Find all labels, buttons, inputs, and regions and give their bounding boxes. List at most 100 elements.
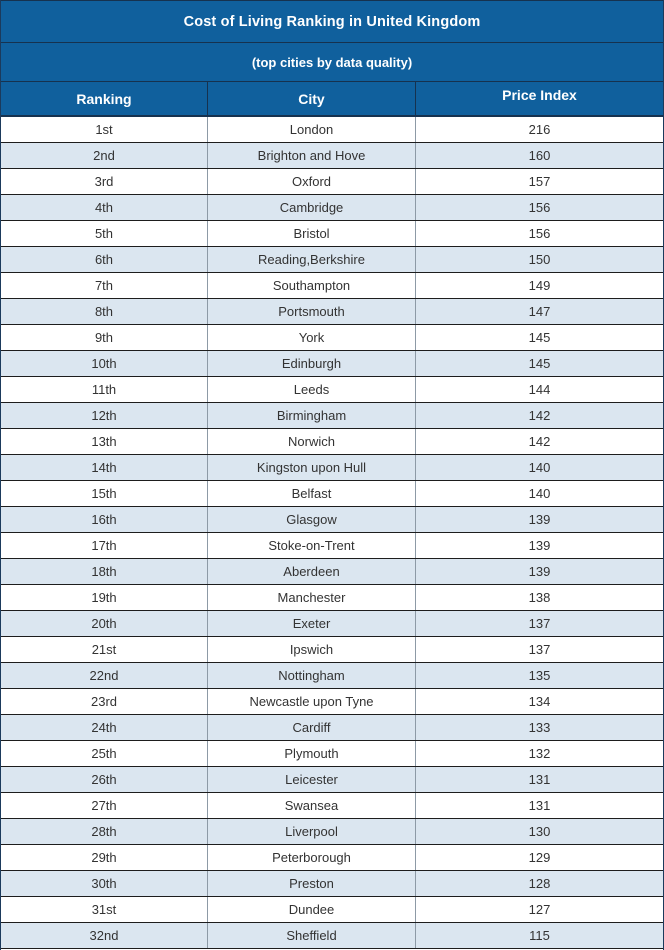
table-row[interactable]: 22nd Nottingham 135 bbox=[1, 663, 663, 689]
table-row[interactable]: 1st London 216 bbox=[1, 117, 663, 143]
table-row[interactable]: 26th Leicester 131 bbox=[1, 767, 663, 793]
cell-city: London bbox=[208, 117, 416, 142]
cell-price-index: 127 bbox=[528, 902, 551, 917]
cell-city: Belfast bbox=[208, 481, 416, 506]
cell-ranking: 32nd bbox=[1, 923, 208, 948]
table-row[interactable]: 8th Portsmouth 147 bbox=[1, 299, 663, 325]
column-header-ranking[interactable]: Ranking bbox=[1, 82, 208, 115]
cell-price-index: 138 bbox=[528, 590, 551, 605]
table-row[interactable]: 10th Edinburgh 145 bbox=[1, 351, 663, 377]
table-row[interactable]: 31st Dundee 127 bbox=[1, 897, 663, 923]
column-header-price-index[interactable]: Price Index bbox=[502, 87, 577, 103]
cell-ranking: 6th bbox=[1, 247, 208, 272]
cell-city: Southampton bbox=[208, 273, 416, 298]
table-row[interactable]: 5th Bristol 156 bbox=[1, 221, 663, 247]
cell-city: Kingston upon Hull bbox=[208, 455, 416, 480]
cell-ranking: 29th bbox=[1, 845, 208, 870]
column-header-city[interactable]: City bbox=[208, 82, 416, 115]
cell-price-index: 150 bbox=[528, 252, 551, 267]
cell-price-index: 149 bbox=[528, 278, 551, 293]
table-row[interactable]: 21st Ipswich 137 bbox=[1, 637, 663, 663]
cell-price-index: 137 bbox=[528, 616, 551, 631]
cell-city: Reading,Berkshire bbox=[208, 247, 416, 272]
cell-ranking: 23rd bbox=[1, 689, 208, 714]
table-row[interactable]: 27th Swansea 131 bbox=[1, 793, 663, 819]
cell-ranking: 14th bbox=[1, 455, 208, 480]
table-row[interactable]: 25th Plymouth 132 bbox=[1, 741, 663, 767]
cell-city: Ipswich bbox=[208, 637, 416, 662]
table-row[interactable]: 29th Peterborough 129 bbox=[1, 845, 663, 871]
table-row[interactable]: 23rd Newcastle upon Tyne 134 bbox=[1, 689, 663, 715]
table-row[interactable]: 2nd Brighton and Hove 160 bbox=[1, 143, 663, 169]
cell-ranking: 24th bbox=[1, 715, 208, 740]
table-row[interactable]: 24th Cardiff 133 bbox=[1, 715, 663, 741]
cell-ranking: 11th bbox=[1, 377, 208, 402]
cell-price-index: 132 bbox=[528, 746, 551, 761]
cell-ranking: 4th bbox=[1, 195, 208, 220]
cell-ranking: 17th bbox=[1, 533, 208, 558]
table-row[interactable]: 7th Southampton 149 bbox=[1, 273, 663, 299]
cell-city: Leicester bbox=[208, 767, 416, 792]
cell-city: Dundee bbox=[208, 897, 416, 922]
cell-city: Newcastle upon Tyne bbox=[208, 689, 416, 714]
cell-price-index: 130 bbox=[528, 824, 551, 839]
table-row[interactable]: 16th Glasgow 139 bbox=[1, 507, 663, 533]
cell-city: Swansea bbox=[208, 793, 416, 818]
cell-ranking: 20th bbox=[1, 611, 208, 636]
cell-price-index: 156 bbox=[528, 226, 551, 241]
cell-ranking: 19th bbox=[1, 585, 208, 610]
cell-city: Brighton and Hove bbox=[208, 143, 416, 168]
cell-city: Sheffield bbox=[208, 923, 416, 948]
cell-price-index: 144 bbox=[528, 382, 551, 397]
cell-ranking: 8th bbox=[1, 299, 208, 324]
cell-ranking: 3rd bbox=[1, 169, 208, 194]
cell-ranking: 28th bbox=[1, 819, 208, 844]
table-row[interactable]: 12th Birmingham 142 bbox=[1, 403, 663, 429]
table-row[interactable]: 13th Norwich 142 bbox=[1, 429, 663, 455]
cell-price-index: 140 bbox=[528, 486, 551, 501]
cell-price-index: 131 bbox=[528, 798, 551, 813]
cell-city: Birmingham bbox=[208, 403, 416, 428]
cell-ranking: 9th bbox=[1, 325, 208, 350]
cell-price-index: 133 bbox=[528, 720, 551, 735]
cell-city: Nottingham bbox=[208, 663, 416, 688]
table-row[interactable]: 32nd Sheffield 115 bbox=[1, 923, 663, 949]
table-row[interactable]: 4th Cambridge 156 bbox=[1, 195, 663, 221]
cell-price-index: 115 bbox=[529, 928, 550, 943]
cell-price-index: 139 bbox=[528, 564, 551, 579]
table-row[interactable]: 19th Manchester 138 bbox=[1, 585, 663, 611]
cell-price-index: 131 bbox=[528, 772, 551, 787]
cell-ranking: 22nd bbox=[1, 663, 208, 688]
cell-price-index: 145 bbox=[528, 330, 551, 345]
table-row[interactable]: 28th Liverpool 130 bbox=[1, 819, 663, 845]
cell-city: Aberdeen bbox=[208, 559, 416, 584]
cell-ranking: 15th bbox=[1, 481, 208, 506]
cell-ranking: 10th bbox=[1, 351, 208, 376]
cell-city: York bbox=[208, 325, 416, 350]
cell-price-index: 135 bbox=[528, 668, 551, 683]
cell-city: Plymouth bbox=[208, 741, 416, 766]
cell-price-index: 145 bbox=[528, 356, 551, 371]
table-row[interactable]: 14th Kingston upon Hull 140 bbox=[1, 455, 663, 481]
table-row[interactable]: 6th Reading,Berkshire 150 bbox=[1, 247, 663, 273]
table-row[interactable]: 17th Stoke-on-Trent 139 bbox=[1, 533, 663, 559]
table-row[interactable]: 20th Exeter 137 bbox=[1, 611, 663, 637]
cell-price-index: 139 bbox=[528, 512, 551, 527]
cell-price-index: 137 bbox=[528, 642, 551, 657]
cell-city: Cardiff bbox=[208, 715, 416, 740]
table-row[interactable]: 3rd Oxford 157 bbox=[1, 169, 663, 195]
table-row[interactable]: 30th Preston 128 bbox=[1, 871, 663, 897]
cell-ranking: 13th bbox=[1, 429, 208, 454]
table-row[interactable]: 18th Aberdeen 139 bbox=[1, 559, 663, 585]
cell-ranking: 30th bbox=[1, 871, 208, 896]
cell-city: Cambridge bbox=[208, 195, 416, 220]
cell-city: Portsmouth bbox=[208, 299, 416, 324]
cell-ranking: 5th bbox=[1, 221, 208, 246]
cell-price-index: 147 bbox=[528, 304, 551, 319]
table-row[interactable]: 9th York 145 bbox=[1, 325, 663, 351]
table-row[interactable]: 15th Belfast 140 bbox=[1, 481, 663, 507]
cell-price-index: 129 bbox=[528, 850, 551, 865]
cell-price-index: 157 bbox=[528, 174, 551, 189]
cell-price-index: 134 bbox=[528, 694, 551, 709]
table-row[interactable]: 11th Leeds 144 bbox=[1, 377, 663, 403]
